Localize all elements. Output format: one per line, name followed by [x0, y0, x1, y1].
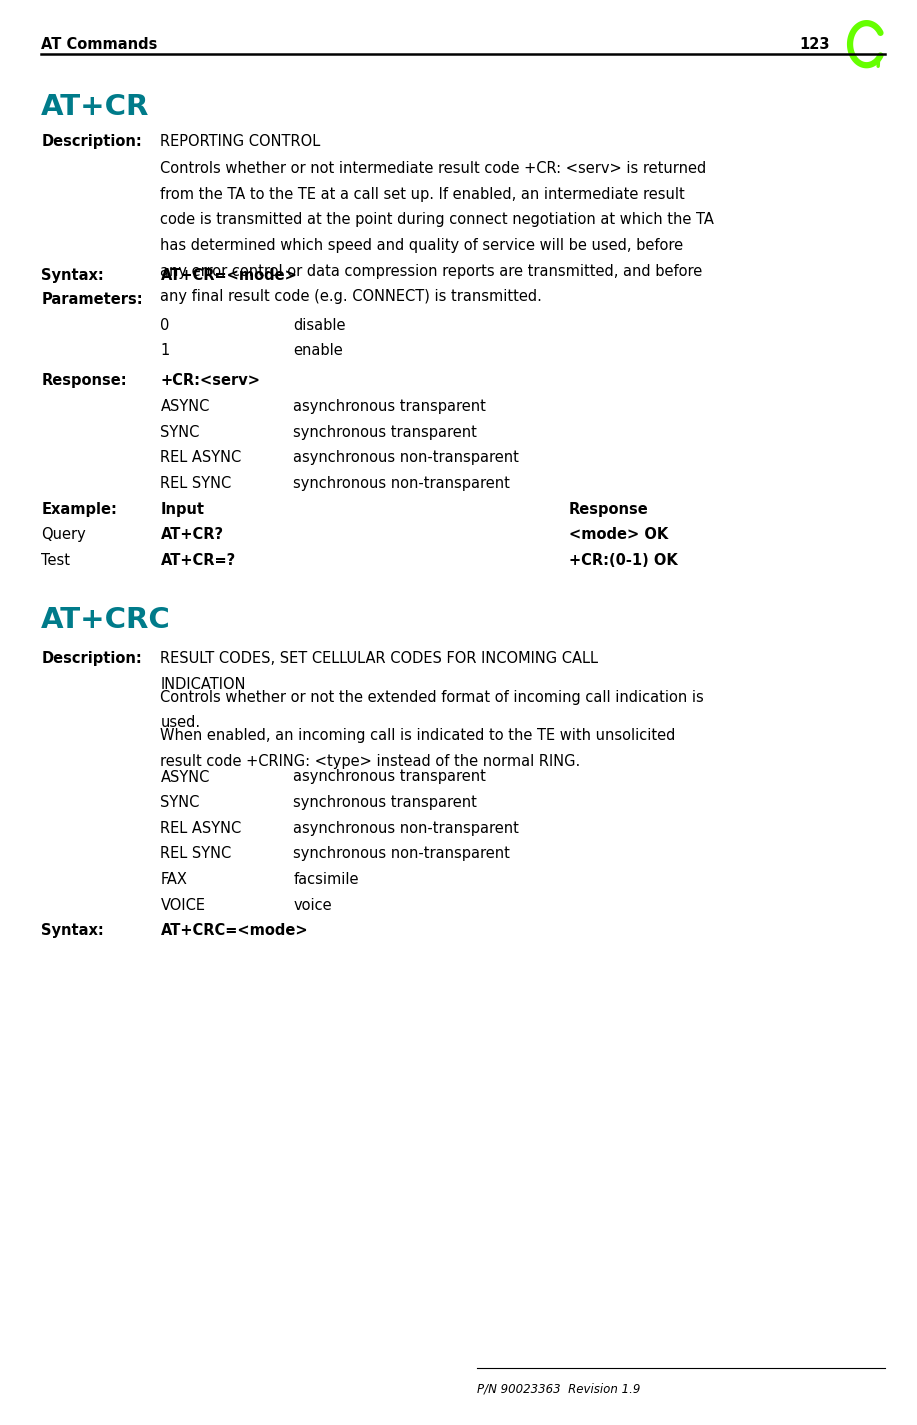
Text: synchronous transparent: synchronous transparent — [293, 795, 478, 811]
Text: any error control or data compression reports are transmitted, and before: any error control or data compression re… — [160, 264, 702, 279]
Text: Syntax:: Syntax: — [41, 268, 104, 284]
Text: P/N 90023363  Revision 1.9: P/N 90023363 Revision 1.9 — [477, 1382, 640, 1395]
Text: Input: Input — [160, 502, 204, 517]
Text: asynchronous transparent: asynchronous transparent — [293, 770, 486, 785]
Text: 1: 1 — [160, 343, 170, 359]
Text: Response:: Response: — [41, 373, 127, 389]
Text: result code +CRING: <type> instead of the normal RING.: result code +CRING: <type> instead of th… — [160, 754, 580, 770]
Text: When enabled, an incoming call is indicated to the TE with unsolicited: When enabled, an incoming call is indica… — [160, 728, 676, 744]
Text: AT+CR=?: AT+CR=? — [160, 553, 236, 569]
Text: has determined which speed and quality of service will be used, before: has determined which speed and quality o… — [160, 238, 683, 254]
Text: AT+CR?: AT+CR? — [160, 527, 224, 543]
Text: REL ASYNC: REL ASYNC — [160, 450, 242, 466]
Text: asynchronous non-transparent: asynchronous non-transparent — [293, 450, 519, 466]
Text: Syntax:: Syntax: — [41, 923, 104, 939]
Text: +CR:<serv>: +CR:<serv> — [160, 373, 260, 389]
Text: Description:: Description: — [41, 651, 142, 667]
Text: REL SYNC: REL SYNC — [160, 846, 232, 862]
Text: Query: Query — [41, 527, 86, 543]
Text: FAX: FAX — [160, 872, 187, 888]
Text: SYNC: SYNC — [160, 425, 200, 440]
Text: Controls whether or not intermediate result code +CR: <serv> is returned: Controls whether or not intermediate res… — [160, 161, 707, 177]
Text: 123: 123 — [800, 37, 830, 53]
Text: any final result code (e.g. CONNECT) is transmitted.: any final result code (e.g. CONNECT) is … — [160, 289, 542, 305]
Text: <mode> OK: <mode> OK — [569, 527, 668, 543]
Text: AT+CR=<mode>: AT+CR=<mode> — [160, 268, 297, 284]
Text: disable: disable — [293, 318, 346, 333]
Text: Test: Test — [41, 553, 71, 569]
Text: AT Commands: AT Commands — [41, 37, 158, 53]
Text: ASYNC: ASYNC — [160, 399, 210, 415]
Text: Description:: Description: — [41, 134, 142, 150]
Text: REL ASYNC: REL ASYNC — [160, 821, 242, 836]
Text: SYNC: SYNC — [160, 795, 200, 811]
Text: Response: Response — [569, 502, 648, 517]
Text: +CR:(0-1) OK: +CR:(0-1) OK — [569, 553, 678, 569]
Text: code is transmitted at the point during connect negotiation at which the TA: code is transmitted at the point during … — [160, 212, 714, 228]
Text: Parameters:: Parameters: — [41, 292, 143, 308]
Text: Controls whether or not the extended format of incoming call indication is: Controls whether or not the extended for… — [160, 690, 704, 705]
Text: AT+CRC: AT+CRC — [41, 606, 171, 634]
Text: synchronous non-transparent: synchronous non-transparent — [293, 476, 511, 492]
Text: asynchronous non-transparent: asynchronous non-transparent — [293, 821, 519, 836]
Text: AT+CRC=<mode>: AT+CRC=<mode> — [160, 923, 308, 939]
Text: AT+CR: AT+CR — [41, 93, 149, 121]
Text: REPORTING CONTROL: REPORTING CONTROL — [160, 134, 321, 150]
Text: RESULT CODES, SET CELLULAR CODES FOR INCOMING CALL: RESULT CODES, SET CELLULAR CODES FOR INC… — [160, 651, 599, 667]
Text: REL SYNC: REL SYNC — [160, 476, 232, 492]
Text: VOICE: VOICE — [160, 898, 205, 913]
Text: used.: used. — [160, 715, 201, 731]
Text: facsimile: facsimile — [293, 872, 359, 888]
Text: ASYNC: ASYNC — [160, 770, 210, 785]
Text: enable: enable — [293, 343, 343, 359]
Text: asynchronous transparent: asynchronous transparent — [293, 399, 486, 415]
Text: Example:: Example: — [41, 502, 117, 517]
Text: voice: voice — [293, 898, 332, 913]
Text: synchronous transparent: synchronous transparent — [293, 425, 478, 440]
Text: INDICATION: INDICATION — [160, 677, 246, 693]
Text: 0: 0 — [160, 318, 170, 333]
Text: from the TA to the TE at a call set up. If enabled, an intermediate result: from the TA to the TE at a call set up. … — [160, 187, 685, 202]
Text: synchronous non-transparent: synchronous non-transparent — [293, 846, 511, 862]
